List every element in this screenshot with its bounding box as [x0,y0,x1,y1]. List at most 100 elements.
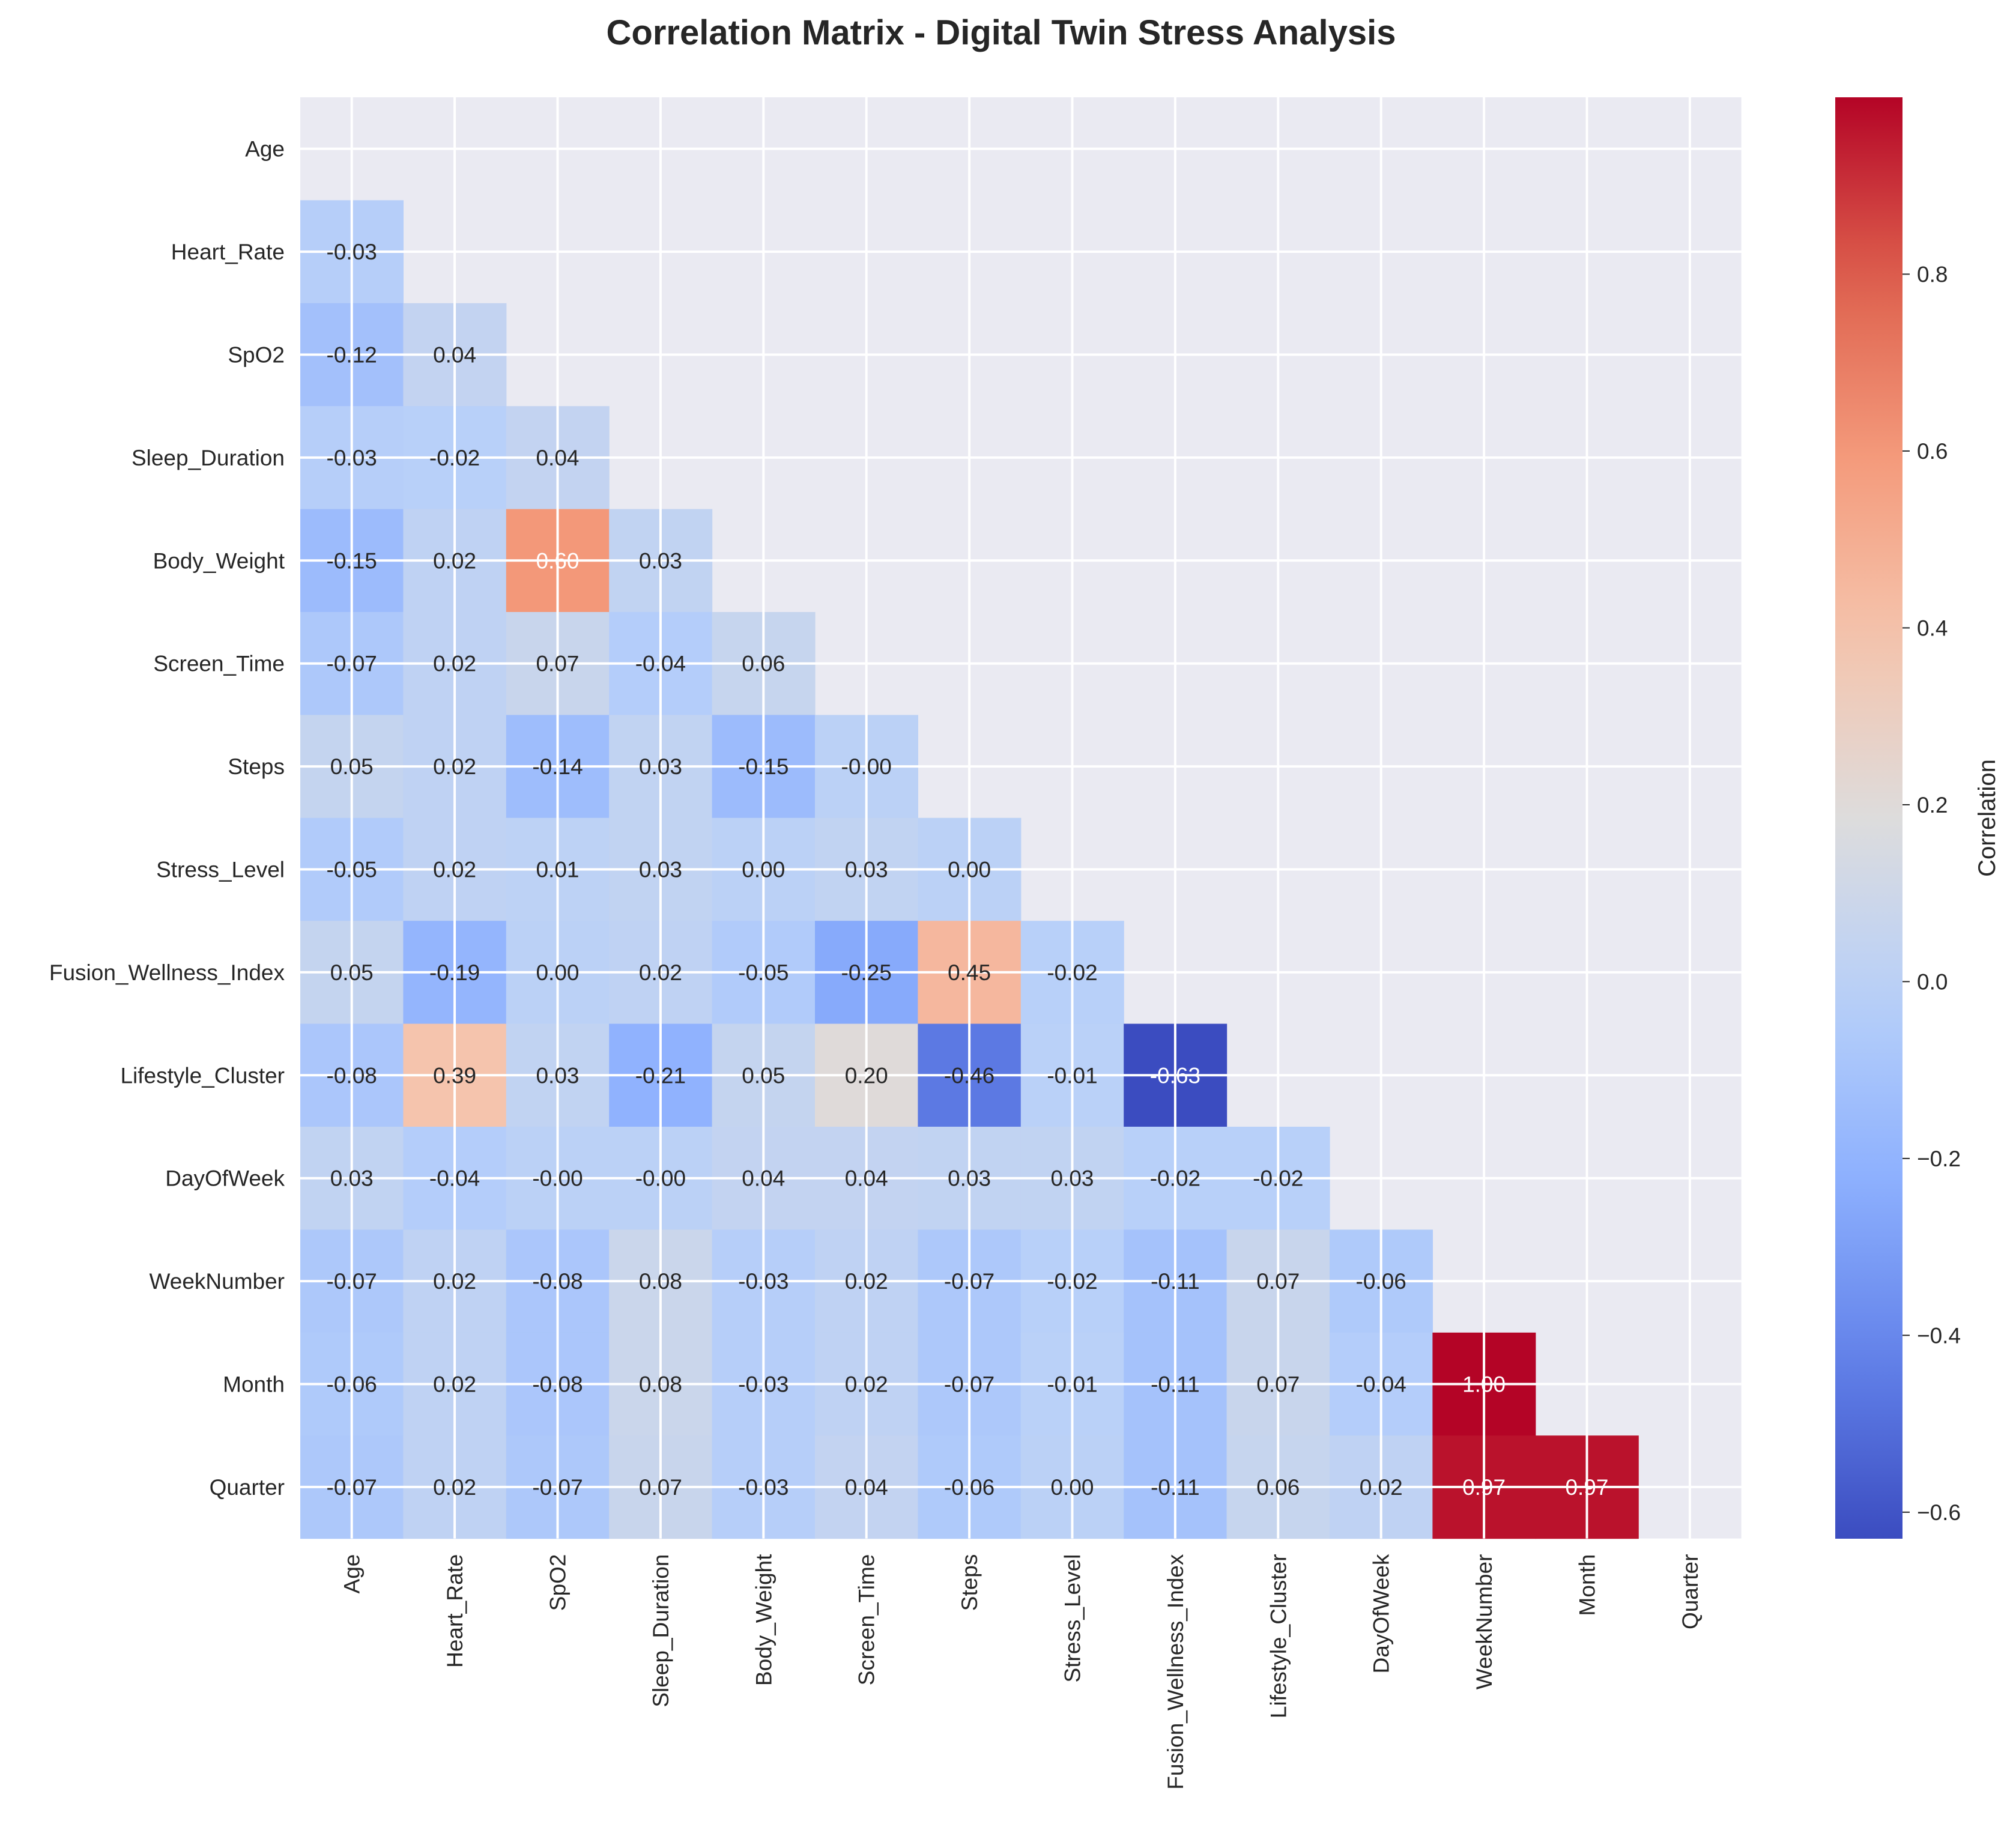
x-tick-label: Quarter [1678,1554,1703,1629]
cell-value-label: 0.00 [742,858,785,882]
cell-value-label: 0.02 [433,858,476,882]
cell-value-label: 0.02 [433,1475,476,1500]
cell-value-label: 0.02 [433,1372,476,1397]
x-tick-label: Stress_Level [1061,1554,1085,1683]
cell-value-label: 0.04 [845,1475,888,1500]
cell-value-label: 0.06 [1256,1475,1300,1500]
cell-value-label: 0.03 [948,1166,991,1191]
x-tick-label: WeekNumber [1472,1554,1497,1690]
colorbar-tick-label: 0.4 [1917,616,1948,640]
cell-value-label: -0.08 [327,1063,377,1088]
cell-value-label: -0.03 [738,1372,789,1397]
cell-value-label: 0.05 [330,754,374,779]
cell-value-label: -0.02 [1047,1269,1097,1294]
cell-value-label: 0.20 [845,1063,888,1088]
x-tick-label: Fusion_Wellness_Index [1163,1554,1188,1790]
cell-value-label: -0.02 [1253,1166,1303,1191]
cell-value-label: 0.03 [330,1166,374,1191]
cell-value-label: 0.05 [742,1063,785,1088]
y-tick-label: Sleep_Duration [132,446,285,470]
cell-value-label: -0.07 [327,1269,377,1294]
cell-value-label: -0.25 [841,960,892,985]
y-tick-label: Steps [228,754,285,779]
cell-value-label: 0.60 [536,548,579,573]
y-tick-label: Fusion_Wellness_Index [49,960,285,985]
cell-value-label: -0.15 [327,548,377,573]
cell-value-label: -0.08 [532,1269,583,1294]
cell-value-label: -0.05 [327,858,377,882]
cell-value-label: 0.04 [742,1166,785,1191]
x-tick-label: SpO2 [546,1554,571,1611]
cell-value-label: 0.04 [433,343,476,368]
x-tick-label: Heart_Rate [443,1554,467,1668]
cell-value-label: 0.04 [536,446,579,470]
cell-value-label: 0.03 [845,858,888,882]
colorbar-tick-label: 0.2 [1917,793,1948,817]
colorbar-label: Correlation [1974,759,2000,877]
x-tick-label: Screen_Time [855,1554,879,1686]
cell-value-label: -0.11 [1151,1269,1200,1294]
y-tick-label: WeekNumber [149,1269,285,1294]
cell-value-label: -0.08 [532,1372,583,1397]
cell-value-label: -0.46 [944,1063,994,1088]
x-tick-label: Sleep_Duration [649,1554,673,1707]
cell-value-label: 0.02 [845,1269,888,1294]
y-tick-label: Heart_Rate [171,240,285,264]
cell-value-label: 0.02 [433,548,476,573]
cell-value-label: 0.01 [536,858,579,882]
cell-value-label: -0.03 [327,240,377,264]
cell-value-label: 0.05 [330,960,374,985]
cell-value-label: 0.45 [948,960,991,985]
cell-value-label: -0.01 [1047,1063,1097,1088]
cell-value-label: -0.11 [1151,1475,1200,1500]
cell-value-label: -0.07 [532,1475,583,1500]
cell-value-label: -0.04 [635,652,686,676]
cell-value-label: 0.03 [639,858,682,882]
cell-value-label: -0.02 [1047,960,1097,985]
cell-value-label: 0.03 [1050,1166,1094,1191]
cell-value-label: 0.07 [1256,1269,1300,1294]
x-tick-label: Lifestyle_Cluster [1266,1554,1291,1719]
colorbar-tick-label: 0.8 [1917,262,1948,286]
x-tick-label: Month [1575,1554,1600,1616]
cell-value-label: 0.97 [1565,1475,1608,1500]
x-tick-label: DayOfWeek [1369,1554,1394,1673]
cell-value-label: -0.06 [944,1475,994,1500]
cell-value-label: 0.08 [639,1372,682,1397]
y-tick-label: Lifestyle_Cluster [120,1063,285,1088]
cell-value-label: 0.02 [845,1372,888,1397]
cell-value-label: 0.00 [948,858,991,882]
cell-value-label: 0.04 [845,1166,888,1191]
cell-value-label: -0.07 [944,1269,994,1294]
cell-value-label: -0.07 [327,1475,377,1500]
colorbar [1835,97,1902,1539]
cell-value-label: 0.02 [639,960,682,985]
y-tick-label: Quarter [210,1475,285,1500]
y-tick-label: DayOfWeek [165,1166,285,1191]
cell-value-label: -0.00 [635,1166,686,1191]
chart-title: Correlation Matrix - Digital Twin Stress… [607,13,1396,52]
colorbar-tick-label: 0.6 [1917,439,1948,464]
colorbar-tick-label: −0.6 [1917,1500,1961,1525]
cell-value-label: -0.11 [1151,1372,1200,1397]
cell-value-label: 0.03 [639,548,682,573]
cell-value-label: 0.00 [1050,1475,1094,1500]
cell-value-label: 0.39 [433,1063,476,1088]
cell-value-label: 0.02 [433,652,476,676]
x-tick-label: Age [340,1554,365,1594]
cell-value-label: -0.03 [738,1475,789,1500]
cell-value-label: 0.02 [433,1269,476,1294]
y-tick-label: Body_Weight [153,548,285,573]
cell-value-label: 0.02 [1360,1475,1403,1500]
cell-value-label: 0.08 [639,1269,682,1294]
cell-value-label: -0.06 [327,1372,377,1397]
cell-value-label: -0.03 [738,1269,789,1294]
y-tick-label: Screen_Time [153,652,285,676]
cell-value-label: -0.21 [635,1063,686,1088]
colorbar-tick-label: 0.0 [1917,969,1948,994]
cell-value-label: -0.04 [1356,1372,1406,1397]
cell-value-label: 0.97 [1462,1475,1506,1500]
cell-value-label: -0.04 [429,1166,480,1191]
